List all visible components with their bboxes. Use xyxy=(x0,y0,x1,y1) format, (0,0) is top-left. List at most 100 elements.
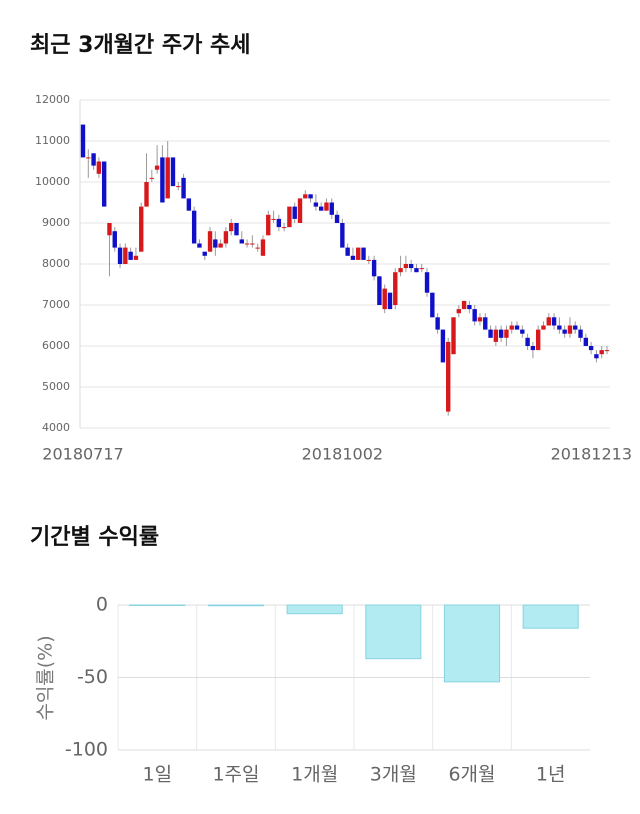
x-tick-label: 1년 xyxy=(536,764,566,786)
candle-body xyxy=(117,247,123,264)
candle-body xyxy=(604,350,610,352)
candle-body xyxy=(488,329,493,338)
candle-body xyxy=(535,329,541,351)
candle-body xyxy=(377,276,382,305)
candle-body xyxy=(207,231,213,252)
x-tick-label: 1주일 xyxy=(212,764,259,786)
y-axis-label: 수익률(%) xyxy=(35,635,57,720)
candle-body xyxy=(557,325,562,330)
candle-body xyxy=(244,243,250,245)
candle-body xyxy=(266,214,271,236)
x-tick-label: 20180717 xyxy=(42,445,123,464)
bar xyxy=(522,604,579,629)
candle-body xyxy=(96,161,102,174)
candle-body xyxy=(483,317,488,330)
candle-body xyxy=(414,268,419,273)
candle-body xyxy=(340,223,345,248)
y-tick-label: 7000 xyxy=(42,298,70,311)
candle-body xyxy=(403,264,409,269)
y-tick-label: -50 xyxy=(77,666,108,688)
bar xyxy=(129,604,186,606)
candle-body xyxy=(107,223,112,236)
candle-body xyxy=(176,186,181,188)
candle-body xyxy=(498,329,504,338)
candle-body xyxy=(313,202,319,207)
candle-body xyxy=(514,325,520,330)
y-tick-label: 12000 xyxy=(35,93,70,106)
candle-body xyxy=(287,206,292,228)
chart-title: 최근 3개월간 주가 추세 xyxy=(30,33,250,58)
candle-body xyxy=(186,198,192,211)
candle-body xyxy=(430,292,435,318)
y-tick-label: 9000 xyxy=(42,216,70,229)
candle-body xyxy=(165,157,170,199)
candle-body xyxy=(181,177,186,199)
candle-body xyxy=(530,346,536,351)
candle-body xyxy=(308,194,313,199)
candle-body xyxy=(467,305,472,310)
candle-body xyxy=(509,325,514,330)
x-tick-label: 20181213 xyxy=(551,445,632,464)
y-tick-label: -100 xyxy=(65,739,108,761)
candle-body xyxy=(382,288,387,310)
candle-body xyxy=(297,198,303,223)
candle-body xyxy=(123,247,128,264)
candle-body xyxy=(86,157,91,159)
candle-body xyxy=(573,325,578,330)
candle-body xyxy=(229,223,234,232)
candle-body xyxy=(191,210,197,244)
candle-body xyxy=(541,325,546,330)
candle-body xyxy=(583,337,589,346)
y-tick-label: 5000 xyxy=(42,380,70,393)
candle-body xyxy=(128,251,133,260)
candle-body xyxy=(250,243,255,245)
candle-body xyxy=(451,317,456,355)
candle-body xyxy=(440,329,446,363)
candle-body xyxy=(144,182,149,207)
candle-body xyxy=(234,223,239,236)
candle-body xyxy=(408,264,414,269)
candle-body xyxy=(350,255,356,260)
candle-body xyxy=(567,325,573,334)
candle-body xyxy=(91,153,96,166)
candle-body xyxy=(356,247,361,260)
candle-body xyxy=(329,202,334,215)
candle-body xyxy=(218,243,223,248)
y-tick-label: 6000 xyxy=(42,339,70,352)
candle-body xyxy=(202,251,207,256)
candle-body xyxy=(334,214,340,223)
candle-body xyxy=(472,309,477,322)
candle-body xyxy=(281,227,287,229)
bar xyxy=(365,604,422,660)
candle-body xyxy=(562,329,567,334)
candle-body xyxy=(424,272,430,293)
bar xyxy=(286,604,343,615)
x-tick-label: 6개월 xyxy=(448,764,495,786)
candle-body xyxy=(345,247,350,256)
candle-body xyxy=(149,177,155,179)
candle-body xyxy=(160,157,165,203)
candle-body xyxy=(139,206,144,252)
candle-body xyxy=(435,317,440,330)
candle-body xyxy=(197,243,202,248)
candle-body xyxy=(101,161,107,207)
candle-body xyxy=(292,206,297,219)
candle-body xyxy=(456,309,461,314)
candle-body xyxy=(318,206,324,211)
candle-body xyxy=(398,268,403,273)
candle-body xyxy=(366,259,372,261)
x-tick-label: 3개월 xyxy=(370,764,417,786)
y-tick-label: 10000 xyxy=(35,175,70,188)
candle-body xyxy=(239,239,244,244)
candle-body xyxy=(371,259,377,277)
candle-body xyxy=(170,157,176,187)
candle-body xyxy=(112,231,117,248)
candle-body xyxy=(324,202,329,211)
candle-body xyxy=(578,329,583,338)
chart-title: 기간별 수익률 xyxy=(30,525,159,550)
candle-body xyxy=(271,218,276,220)
candle-body xyxy=(80,124,86,158)
candle-body xyxy=(594,354,599,359)
candle-body xyxy=(361,247,366,260)
